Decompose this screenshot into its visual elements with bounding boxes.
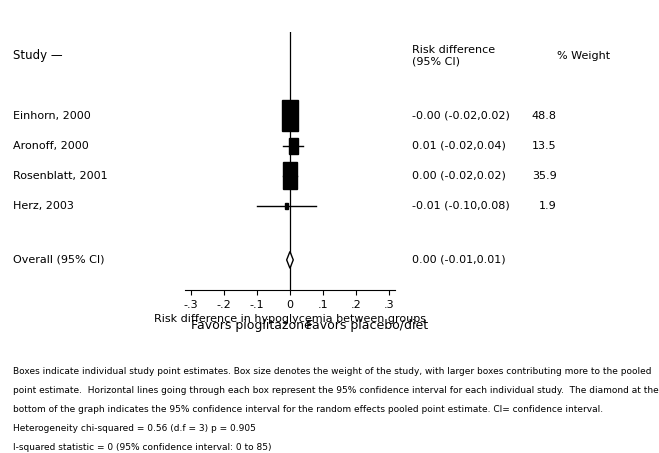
Text: Aronoff, 2000: Aronoff, 2000 — [13, 141, 89, 151]
Text: Study —: Study — — [13, 49, 63, 62]
Text: Risk difference
(95% CI): Risk difference (95% CI) — [412, 44, 495, 67]
Bar — [282, 100, 298, 131]
Text: -0.01 (-0.10,0.08): -0.01 (-0.10,0.08) — [412, 201, 509, 211]
Text: Favors placebo/diet: Favors placebo/diet — [306, 319, 428, 333]
X-axis label: Risk difference in hypoglycemia between groups: Risk difference in hypoglycemia between … — [154, 314, 426, 324]
Text: 1.9: 1.9 — [539, 201, 557, 211]
Text: 0.00 (-0.02,0.02): 0.00 (-0.02,0.02) — [412, 171, 505, 181]
Bar — [289, 138, 298, 154]
Bar — [285, 203, 288, 209]
Text: point estimate.  Horizontal lines going through each box represent the 95% confi: point estimate. Horizontal lines going t… — [13, 386, 659, 395]
Bar — [283, 163, 297, 189]
Text: 13.5: 13.5 — [532, 141, 557, 151]
Text: Heterogeneity chi-squared = 0.56 (d.f = 3) p = 0.905: Heterogeneity chi-squared = 0.56 (d.f = … — [13, 424, 256, 433]
Text: Rosenblatt, 2001: Rosenblatt, 2001 — [13, 171, 108, 181]
Text: % Weight: % Weight — [557, 51, 610, 61]
Text: 0.01 (-0.02,0.04): 0.01 (-0.02,0.04) — [412, 141, 505, 151]
Text: -0.00 (-0.02,0.02): -0.00 (-0.02,0.02) — [412, 111, 510, 121]
Text: 35.9: 35.9 — [532, 171, 557, 181]
Text: Boxes indicate individual study point estimates. Box size denotes the weight of : Boxes indicate individual study point es… — [13, 367, 652, 376]
Text: 0.00 (-0.01,0.01): 0.00 (-0.01,0.01) — [412, 255, 505, 265]
Text: I-squared statistic = 0 (95% confidence interval: 0 to 85): I-squared statistic = 0 (95% confidence … — [13, 443, 272, 452]
Text: Einhorn, 2000: Einhorn, 2000 — [13, 111, 91, 121]
Text: bottom of the graph indicates the 95% confidence interval for the random effects: bottom of the graph indicates the 95% co… — [13, 405, 603, 414]
Text: Favors pioglitazone: Favors pioglitazone — [191, 319, 312, 333]
Text: 48.8: 48.8 — [532, 111, 557, 121]
Text: Overall (95% CI): Overall (95% CI) — [13, 255, 105, 265]
Polygon shape — [287, 251, 293, 268]
Text: Herz, 2003: Herz, 2003 — [13, 201, 74, 211]
